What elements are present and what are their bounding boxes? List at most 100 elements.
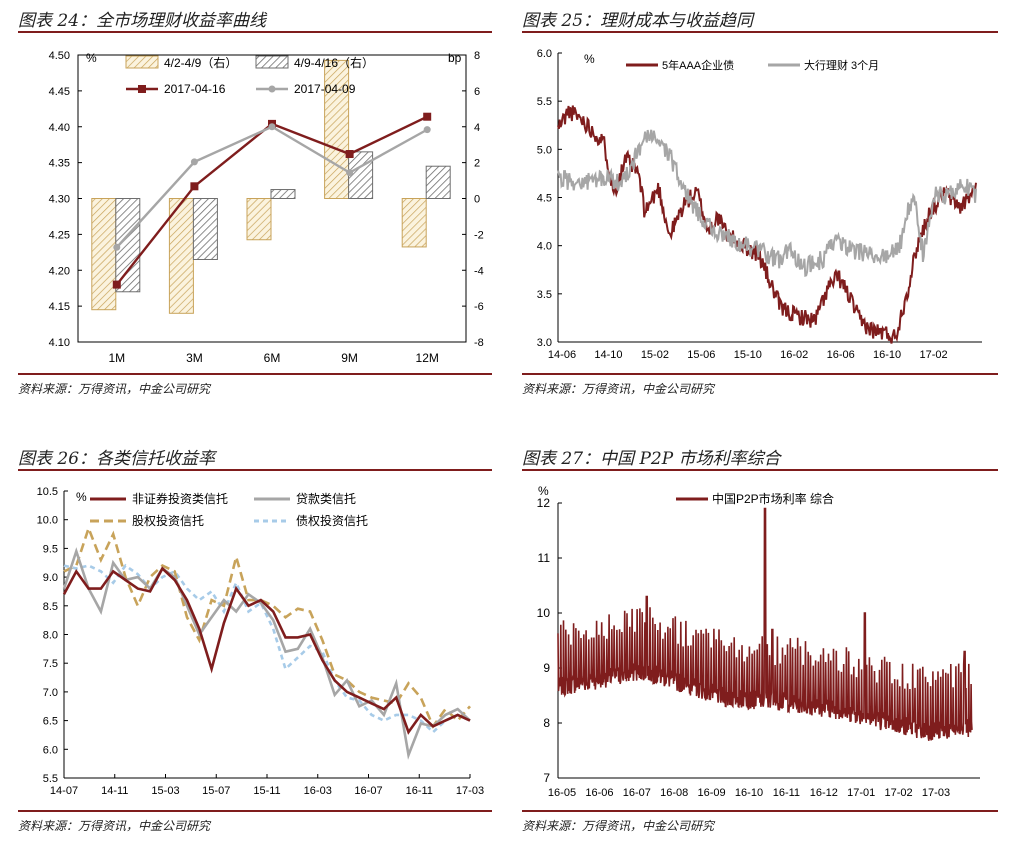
series-line — [557, 507, 973, 741]
x-tick-label: 16-08 — [660, 787, 688, 799]
chart-title: 图表 27：中国 P2P 市场利率综合 — [522, 449, 781, 469]
y-tick-label: 3.5 — [537, 289, 552, 301]
x-tick-label: 15-06 — [687, 349, 715, 361]
legend-label: 股权投资信托 — [132, 513, 204, 528]
x-tick-label: 15-10 — [734, 349, 762, 361]
y-tick-label: 10.0 — [37, 515, 58, 527]
y-unit: % — [538, 484, 549, 498]
y-tick-label-left: 4.50 — [49, 50, 70, 62]
source-note: 资料来源：万得资讯，中金公司研究 — [18, 819, 211, 833]
x-tick-label: 9M — [341, 351, 358, 365]
y-unit: % — [76, 490, 87, 504]
y-tick-label: 11 — [538, 551, 551, 565]
y-tick-label: 8.0 — [43, 630, 58, 642]
y-tick-label: 4.5 — [537, 193, 552, 205]
y-tick-label: 5.5 — [43, 773, 58, 785]
y-tick-label-right: 8 — [474, 50, 480, 62]
series-line — [62, 566, 471, 735]
y-tick-label: 5.5 — [537, 96, 552, 108]
x-tick-label: 16-07 — [354, 785, 382, 797]
y-tick-label-right: 2 — [474, 158, 480, 170]
y-tick-label-left: 4.10 — [49, 337, 70, 349]
y-tick-label-left: 4.35 — [49, 158, 70, 170]
x-tick-label: 17-03 — [922, 787, 950, 799]
title-rule — [18, 31, 492, 33]
y-tick-label-left: 4.45 — [49, 86, 70, 98]
y-tick-label-right: 4 — [474, 122, 480, 134]
y-tick-label-right: -8 — [474, 337, 484, 349]
data-point — [345, 150, 354, 159]
y-unit-left: % — [86, 51, 97, 65]
chart-title: 图表 24：全市场理财收益率曲线 — [18, 11, 267, 31]
y-tick-label: 6.0 — [537, 48, 552, 60]
y-tick-label: 4.0 — [537, 241, 552, 253]
legend-label: 4/9-4/16（右） — [294, 55, 374, 70]
bar — [192, 198, 218, 260]
title-rule — [522, 31, 998, 33]
chart-24-plot: 4.10 4.15 4.20 4.25 4.30 4.35 4.40 4.45 4.50 -8 -6… — [49, 50, 484, 365]
x-tick-label: 14-10 — [594, 349, 622, 361]
y-tick-label-right: -2 — [474, 229, 484, 241]
y-tick-label: 9.5 — [43, 543, 58, 555]
x-tick-label: 16-03 — [304, 785, 332, 797]
y-tick-label-left: 4.40 — [49, 122, 70, 134]
chart-panel-27: 图表 27：中国 P2P 市场利率综合 7 8 9 10 11 12 16-05 16-06 1… — [522, 440, 998, 840]
x-tick-label: 16-06 — [827, 349, 855, 361]
series-line — [62, 547, 471, 760]
x-tick-label: 14-11 — [101, 785, 128, 797]
y-tick-label-left: 4.15 — [49, 301, 70, 313]
chart-26-plot: 5.5 6.0 6.5 7.0 7.5 8.0 8.5 9.0 9.5 10.0 10.5 14-07… — [37, 486, 484, 797]
source-rule — [18, 373, 492, 375]
series-line — [63, 524, 471, 729]
x-tick-label: 15-07 — [202, 785, 230, 797]
y-tick-label-right: 0 — [474, 194, 480, 206]
y-tick-label-right: -4 — [474, 265, 484, 277]
bar — [401, 198, 427, 248]
x-tick-label: 16-10 — [735, 787, 763, 799]
legend-label: 贷款类信托 — [296, 492, 356, 506]
chart-title: 图表 25：理财成本与收益趋同 — [522, 11, 754, 31]
data-point — [346, 169, 354, 177]
y-tick-label: 9 — [543, 661, 550, 675]
data-point — [268, 123, 276, 131]
y-tick-label: 7.0 — [43, 687, 58, 699]
y-tick-label-left: 4.30 — [49, 194, 70, 206]
source-note: 资料来源：万得资讯，中金公司研究 — [522, 819, 715, 833]
series-line — [115, 115, 428, 286]
y-tick-label-left: 4.20 — [49, 265, 70, 277]
data-point — [112, 280, 121, 289]
bar — [270, 189, 296, 199]
y-tick-label: 6.5 — [43, 716, 58, 728]
x-tick-label: 16-12 — [810, 787, 838, 799]
legend-label: 非证券投资类信托 — [132, 491, 228, 506]
x-tick-label: 6M — [264, 351, 281, 365]
x-tick-label: 16-05 — [548, 787, 576, 799]
y-unit: % — [584, 52, 595, 66]
source-note: 资料来源：万得资讯，中金公司研究 — [18, 382, 211, 396]
title-rule — [522, 469, 998, 471]
chart-title: 图表 26：各类信托收益率 — [18, 449, 216, 469]
y-tick-label: 10 — [537, 606, 551, 620]
chart-27-plot: 7 8 9 10 11 12 16-05 16-06 16-07 16-08 16-09 16-10 1… — [537, 484, 980, 799]
y-tick-label: 7.5 — [43, 658, 58, 670]
legend-label: 债权投资信托 — [296, 513, 368, 528]
source-rule — [522, 373, 998, 375]
legend-label: 2017-04-09 — [294, 82, 356, 96]
x-tick-label: 14-06 — [548, 349, 576, 361]
y-unit-right: bp — [448, 51, 462, 65]
data-point — [113, 243, 121, 251]
x-tick-label: 14-07 — [50, 785, 78, 797]
x-tick-label: 15-03 — [151, 785, 179, 797]
chart-panel-24: 图表 24：全市场理财收益率曲线 4.10 4.15 4.20 4.25 4.30 4.3… — [18, 0, 492, 400]
bar — [324, 59, 350, 199]
bar — [91, 198, 117, 311]
legend-label: 中国P2P市场利率 综合 — [712, 491, 834, 506]
title-rule — [18, 469, 492, 471]
y-tick-label: 8.5 — [43, 601, 58, 613]
series-line — [115, 125, 428, 249]
data-point — [190, 182, 199, 191]
data-point — [423, 126, 431, 134]
data-point — [190, 158, 198, 166]
x-tick-label: 17-02 — [885, 787, 913, 799]
x-tick-label: 16-06 — [585, 787, 613, 799]
